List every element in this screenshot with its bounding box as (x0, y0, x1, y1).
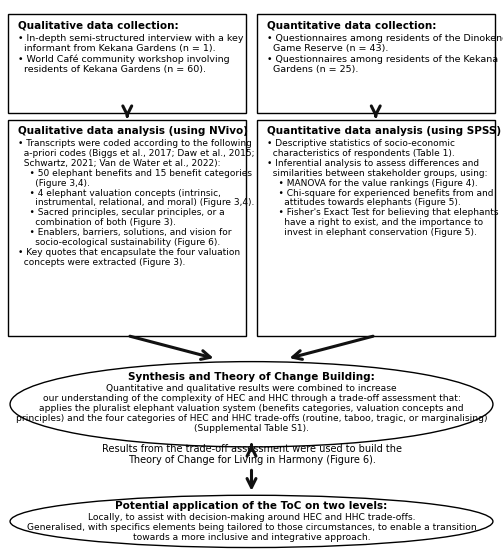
Text: Qualitative data analysis (using NVivo): Qualitative data analysis (using NVivo) (18, 126, 248, 136)
Text: Potential application of the ToC on two levels:: Potential application of the ToC on two … (115, 500, 388, 511)
Polygon shape (8, 14, 246, 113)
Text: • 4 elephant valuation concepts (intrinsic,: • 4 elephant valuation concepts (intrins… (18, 189, 221, 197)
Text: concepts were extracted (Figure 3).: concepts were extracted (Figure 3). (18, 257, 186, 267)
Text: • 50 elephant benefits and 15 benefit categories: • 50 elephant benefits and 15 benefit ca… (18, 169, 252, 178)
Text: Theory of Change for Living in Harmony (Figure 6).: Theory of Change for Living in Harmony (… (128, 455, 375, 465)
Text: instrumental, relational, and moral) (Figure 3,4).: instrumental, relational, and moral) (Fi… (18, 199, 255, 207)
Text: • World Café community workshop involving: • World Café community workshop involvin… (18, 54, 230, 64)
Text: • Questionnaires among residents of the Dinokeng: • Questionnaires among residents of the … (267, 34, 503, 42)
Text: combination of both (Figure 3).: combination of both (Figure 3). (18, 218, 176, 227)
Text: (Supplemental Table S1).: (Supplemental Table S1). (194, 424, 309, 433)
Text: informant from Kekana Gardens (n = 1).: informant from Kekana Gardens (n = 1). (18, 44, 216, 53)
Text: • Fisher's Exact Test for believing that elephants: • Fisher's Exact Test for believing that… (267, 208, 498, 217)
Text: Qualitative data collection:: Qualitative data collection: (18, 20, 179, 30)
Text: • Chi-square for experienced benefits from and: • Chi-square for experienced benefits fr… (267, 189, 493, 197)
Text: • MANOVA for the value rankings (Figure 4).: • MANOVA for the value rankings (Figure … (267, 179, 477, 188)
Text: Game Reserve (n = 43).: Game Reserve (n = 43). (267, 44, 388, 53)
Text: a-priori codes (Biggs et al., 2017; Daw et al., 2015;: a-priori codes (Biggs et al., 2017; Daw … (18, 149, 255, 158)
Text: • Sacred principles, secular principles, or a: • Sacred principles, secular principles,… (18, 208, 225, 217)
Text: • In-depth semi-structured interview with a key: • In-depth semi-structured interview wit… (18, 34, 243, 42)
Text: • Descriptive statistics of socio-economic: • Descriptive statistics of socio-econom… (267, 139, 455, 148)
Text: Generalised, with specifics elements being tailored to those circumstances, to e: Generalised, with specifics elements bei… (27, 524, 476, 532)
Ellipse shape (10, 362, 493, 447)
Text: Quantitative and qualitative results were combined to increase: Quantitative and qualitative results wer… (106, 384, 397, 393)
Text: Schwartz, 2021; Van de Water et al., 2022):: Schwartz, 2021; Van de Water et al., 202… (18, 159, 221, 168)
Text: have a right to exist, and the importance to: have a right to exist, and the importanc… (267, 218, 483, 227)
Text: socio-ecological sustainability (Figure 6).: socio-ecological sustainability (Figure … (18, 238, 220, 247)
Text: Results from the trade-off assessment were used to build the: Results from the trade-off assessment we… (102, 444, 401, 454)
Text: principles) and the four categories of HEC and HHC trade-offs (routine, taboo, t: principles) and the four categories of H… (16, 414, 487, 423)
Text: residents of Kekana Gardens (n = 60).: residents of Kekana Gardens (n = 60). (18, 65, 206, 74)
Text: (Figure 3,4).: (Figure 3,4). (18, 179, 90, 188)
Text: applies the pluralist elephant valuation system (benefits categories, valuation : applies the pluralist elephant valuation… (39, 404, 464, 413)
Ellipse shape (10, 495, 493, 548)
Text: Synthesis and Theory of Change Building:: Synthesis and Theory of Change Building: (128, 372, 375, 382)
Text: Quantitative data collection:: Quantitative data collection: (267, 20, 436, 30)
Text: Quantitative data analysis (using SPSS): Quantitative data analysis (using SPSS) (267, 126, 500, 136)
Text: attitudes towards elephants (Figure 5).: attitudes towards elephants (Figure 5). (267, 199, 460, 207)
Text: Gardens (n = 25).: Gardens (n = 25). (267, 65, 358, 74)
Text: similarities between stakeholder groups, using:: similarities between stakeholder groups,… (267, 169, 487, 178)
Polygon shape (8, 120, 246, 336)
Text: • Questionnaires among residents of the Kekana: • Questionnaires among residents of the … (267, 54, 497, 64)
Text: invest in elephant conservation (Figure 5).: invest in elephant conservation (Figure … (267, 228, 476, 237)
Text: • Enablers, barriers, solutions, and vision for: • Enablers, barriers, solutions, and vis… (18, 228, 231, 237)
Text: • Key quotes that encapsulate the four valuation: • Key quotes that encapsulate the four v… (18, 248, 240, 257)
Text: our understanding of the complexity of HEC and HHC through a trade-off assessmen: our understanding of the complexity of H… (43, 394, 460, 403)
Text: characteristics of respondents (Table 1).: characteristics of respondents (Table 1)… (267, 149, 454, 158)
Text: towards a more inclusive and integrative approach.: towards a more inclusive and integrative… (133, 534, 370, 542)
Polygon shape (257, 120, 495, 336)
Text: • Inferential analysis to assess differences and: • Inferential analysis to assess differe… (267, 159, 479, 168)
Text: • Transcripts were coded according to the following: • Transcripts were coded according to th… (18, 139, 252, 148)
Text: Locally, to assist with decision-making around HEC and HHC trade-offs.: Locally, to assist with decision-making … (88, 513, 415, 522)
Polygon shape (257, 14, 495, 113)
